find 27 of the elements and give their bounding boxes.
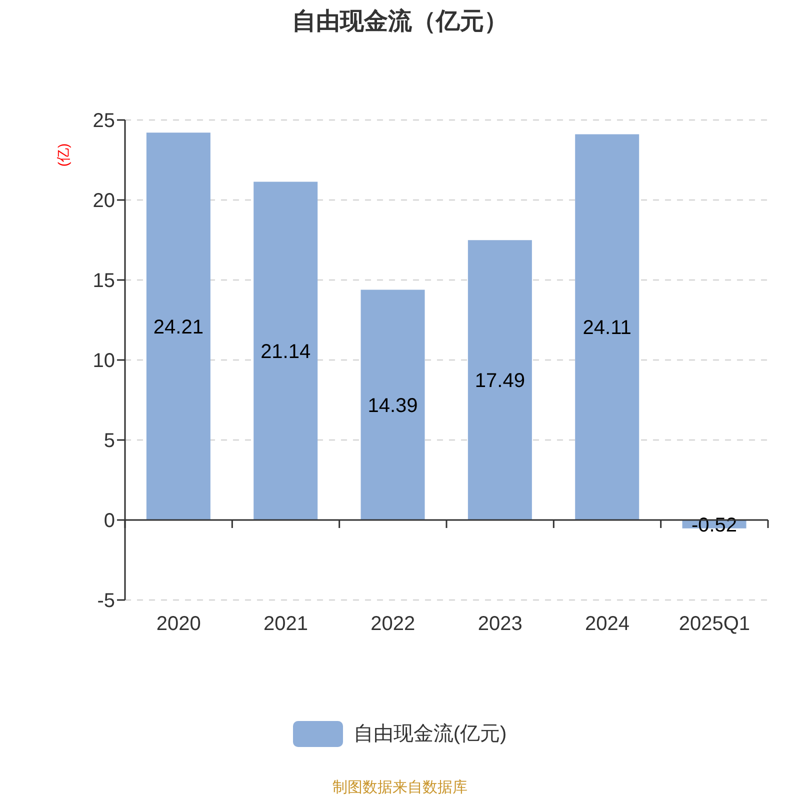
y-tick-label: -5 xyxy=(97,590,115,612)
y-tick-label: 10 xyxy=(92,350,115,372)
bar xyxy=(468,240,532,520)
x-tick-label: 2021 xyxy=(264,613,308,636)
data-label: 17.49 xyxy=(474,370,525,392)
data-label: 21.14 xyxy=(260,340,311,363)
x-tick-label: 2022 xyxy=(370,613,416,636)
y-tick-label: 0 xyxy=(104,510,115,532)
x-tick-label: 2024 xyxy=(585,613,630,636)
x-tick-label: 2025Q1 xyxy=(678,613,750,636)
bar xyxy=(360,290,425,520)
x-tick-label: 2023 xyxy=(478,613,522,636)
y-tick-label: 20 xyxy=(92,190,115,212)
chart-title: 自由现金流（亿元） xyxy=(291,7,509,37)
y-tick-label: 25 xyxy=(92,110,115,132)
y-axis-title: (亿) xyxy=(55,143,71,167)
legend-label: 自由现金流(亿元) xyxy=(353,722,507,747)
data-label: 24.11 xyxy=(582,317,632,340)
bar xyxy=(254,182,318,520)
y-tick-label: 5 xyxy=(104,430,115,452)
x-tick-label: 2020 xyxy=(156,613,201,636)
data-label: 14.39 xyxy=(368,394,418,417)
data-label: 24.21 xyxy=(153,316,204,338)
y-tick-label: 15 xyxy=(92,270,115,292)
bar xyxy=(146,132,210,520)
bar xyxy=(575,134,640,520)
text: 制图数据来自数据库 xyxy=(332,778,468,797)
